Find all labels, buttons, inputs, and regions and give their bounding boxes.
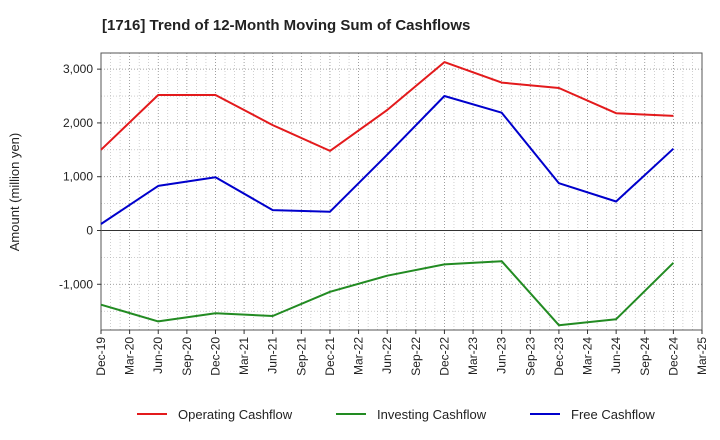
y-axis-ticks: -1,000 0 1,000 2,000 3,000 — [59, 62, 101, 291]
investing-cashflow-line — [100, 260, 675, 327]
y-axis-label: Amount (million yen) — [7, 133, 22, 252]
x-tick-label: Dec-23 — [552, 337, 566, 376]
x-tick-label: Jun-22 — [380, 337, 394, 374]
free-cashflow-line — [100, 95, 675, 225]
x-tick-label: Sep-22 — [409, 337, 423, 376]
free-cashflow-legend-label: Free Cashflow — [571, 407, 655, 422]
plot-frame — [100, 52, 703, 331]
x-tick-label: Mar-21 — [237, 337, 251, 375]
operating-cashflow-line — [100, 61, 674, 152]
series-lines — [100, 61, 675, 327]
x-tick-label: Sep-23 — [523, 337, 537, 376]
x-tick-label: Sep-20 — [180, 337, 194, 376]
grid-lines — [100, 53, 703, 330]
y-tick-label: 1,000 — [63, 170, 93, 184]
y-tick-label: 2,000 — [63, 116, 93, 130]
legend: Operating Cashflow Investing Cashflow Free… — [137, 407, 655, 422]
x-tick-label: Mar-25 — [695, 337, 709, 375]
y-tick-label: -1,000 — [59, 277, 93, 291]
x-tick-label: Dec-21 — [323, 337, 337, 376]
x-tick-label: Dec-22 — [437, 337, 451, 376]
x-tick-label: Jun-20 — [151, 337, 165, 374]
y-tick-label: 3,000 — [63, 62, 93, 76]
x-tick-label: Jun-24 — [609, 337, 623, 374]
operating-cashflow-legend-label: Operating Cashflow — [178, 407, 293, 422]
x-tick-label: Mar-24 — [581, 337, 595, 375]
x-axis-ticks: Dec-19 Mar-20 Jun-20 Sep-20 Dec-20 Mar-21 Jun-… — [94, 330, 709, 376]
y-tick-label: 0 — [86, 223, 93, 237]
x-tick-label: Jun-23 — [495, 337, 509, 374]
chart-title: [1716] Trend of 12-Month Moving Sum of C… — [102, 17, 470, 34]
x-tick-label: Jun-21 — [266, 337, 280, 374]
investing-cashflow-legend-label: Investing Cashflow — [377, 407, 487, 422]
x-tick-label: Mar-20 — [123, 337, 137, 375]
x-tick-label: Dec-24 — [666, 337, 680, 376]
x-tick-label: Mar-22 — [352, 337, 366, 375]
x-tick-label: Sep-21 — [294, 337, 308, 376]
x-tick-label: Sep-24 — [638, 337, 652, 376]
x-tick-label: Dec-20 — [208, 337, 222, 376]
x-tick-label: Mar-23 — [466, 337, 480, 375]
x-tick-label: Dec-19 — [94, 337, 108, 376]
